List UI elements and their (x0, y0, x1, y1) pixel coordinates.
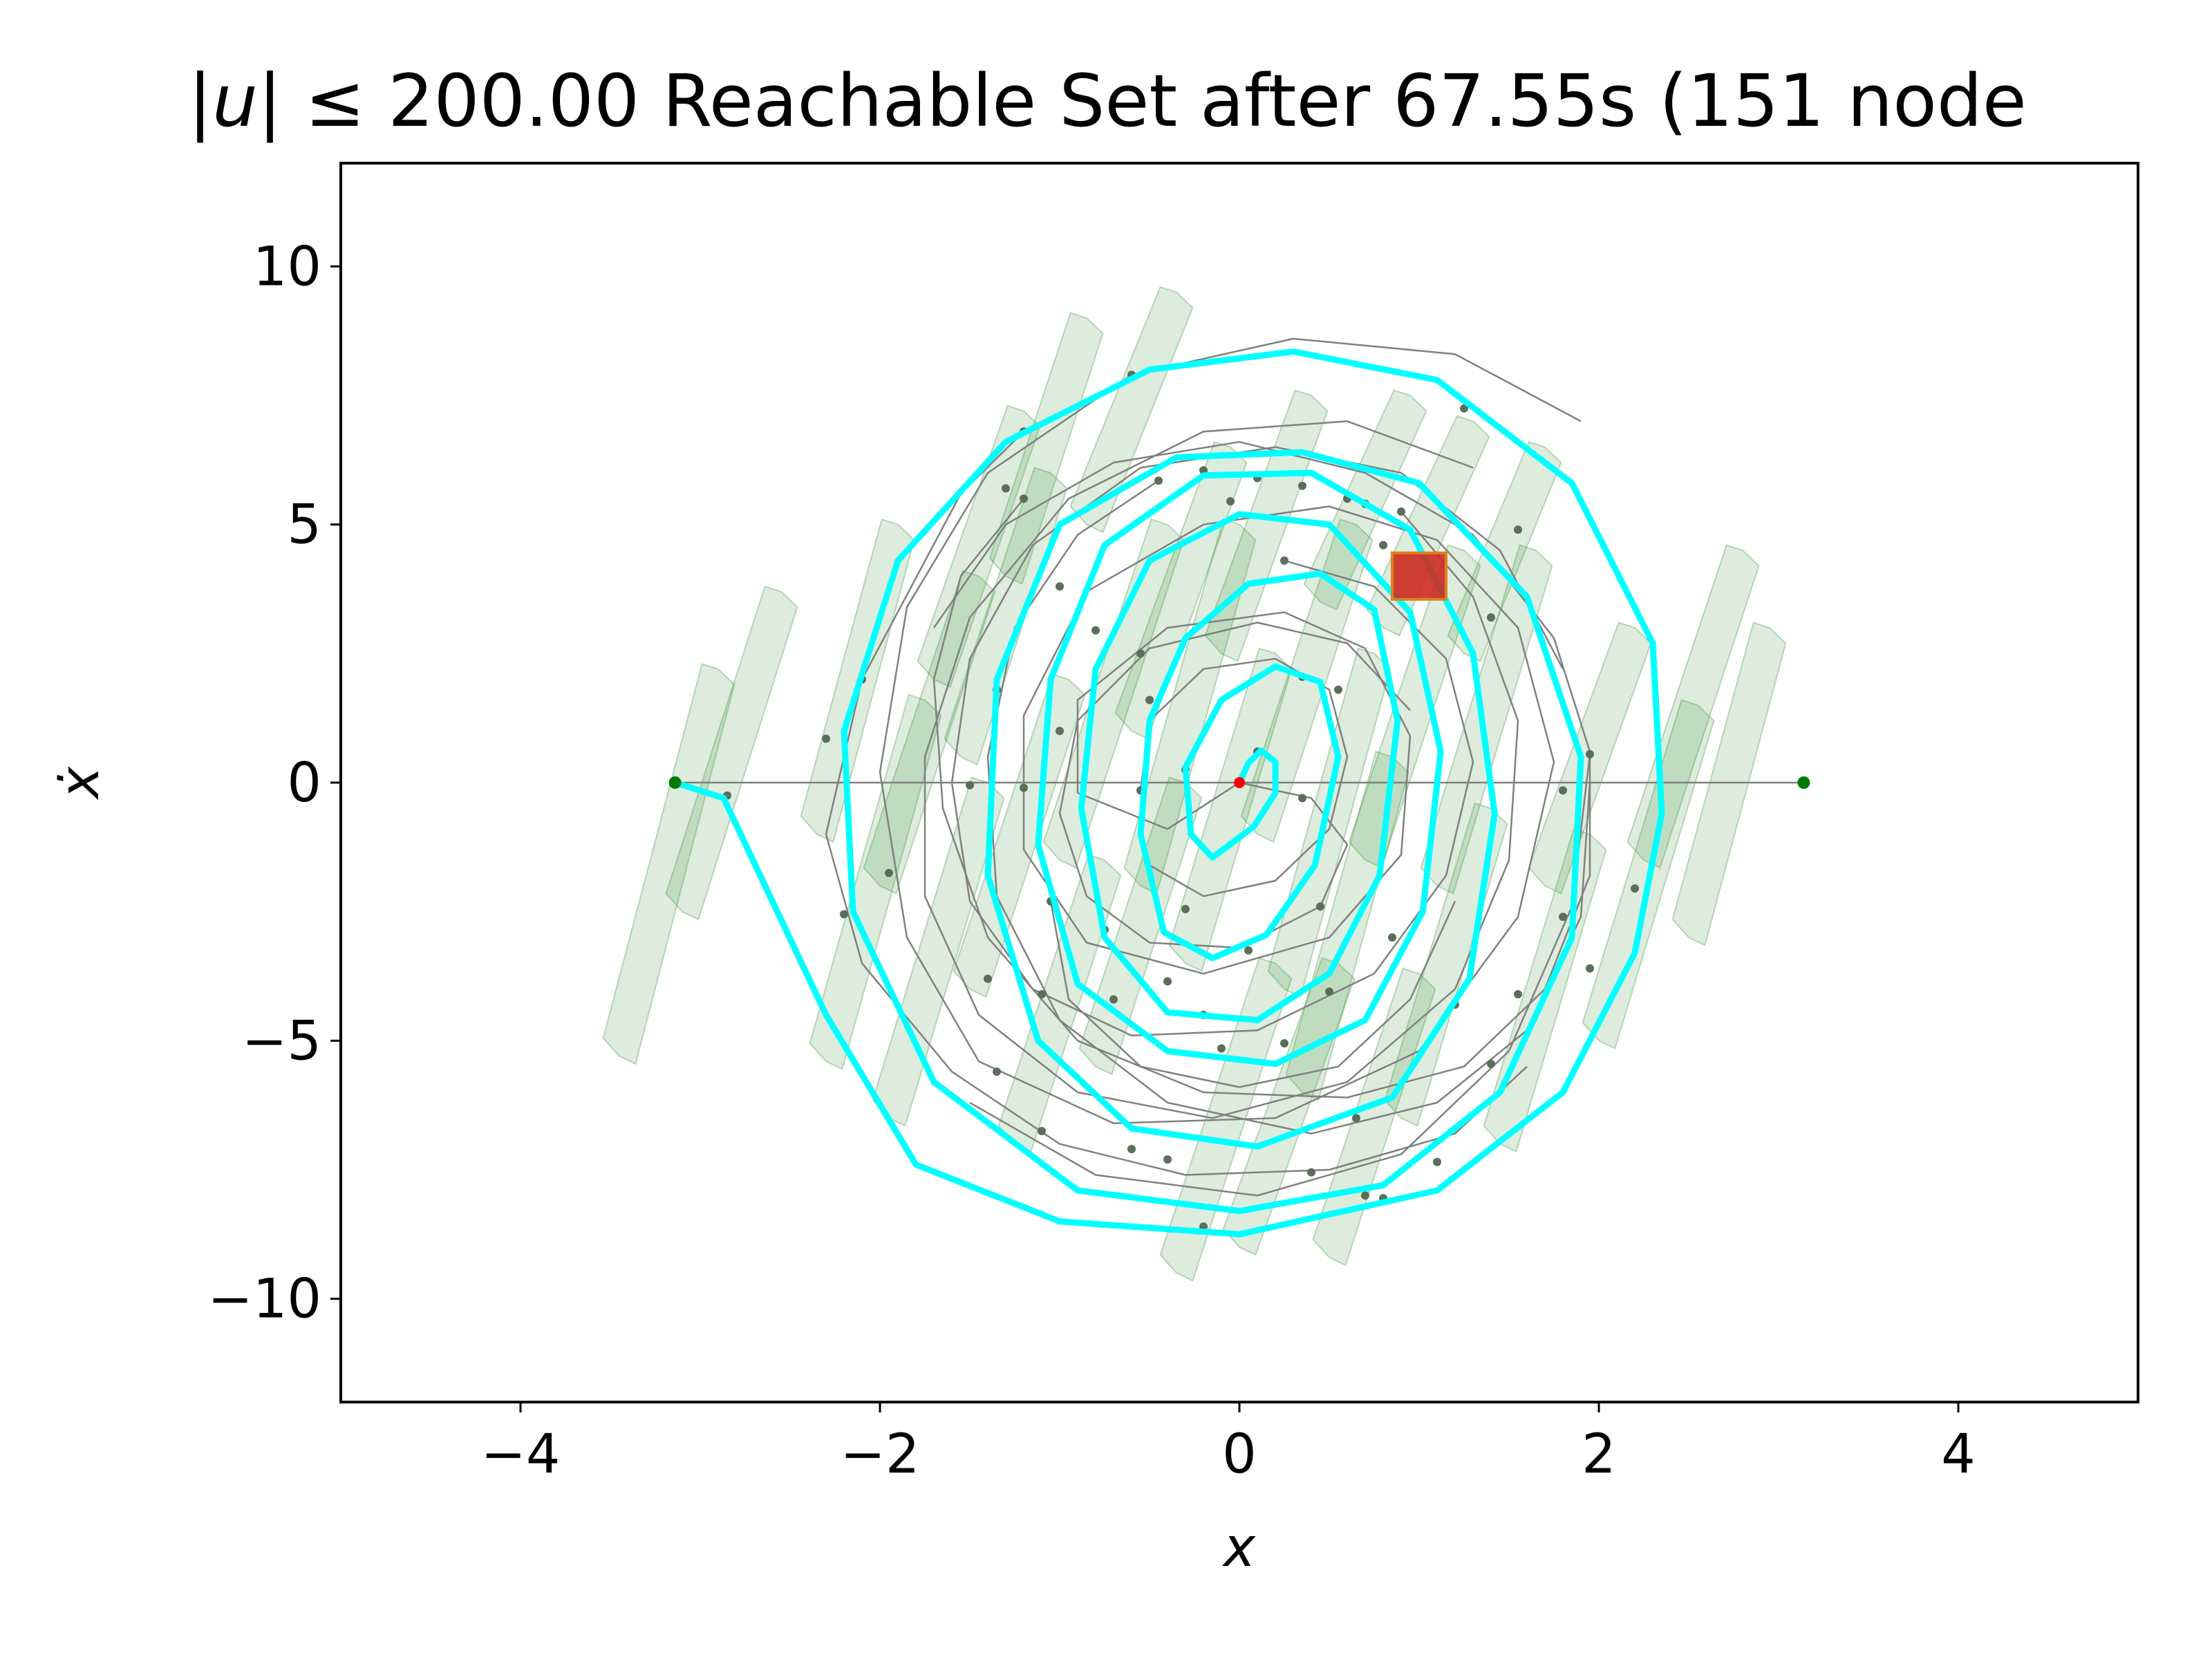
tree-node (1002, 484, 1010, 493)
tree-node (1136, 649, 1145, 658)
obstacle (1391, 551, 1447, 601)
reachable-set-polygon (602, 663, 735, 1065)
tree-node (1307, 1168, 1315, 1177)
tree-node (1361, 1191, 1369, 1200)
reachable-set-polygon (1671, 622, 1787, 946)
tree-trajectory (1049, 901, 1456, 1088)
tree-node (1379, 541, 1387, 550)
tree-node (1586, 964, 1594, 973)
tree-node (1298, 794, 1306, 803)
reachable-set-polygon (953, 673, 1086, 998)
tree-node (1038, 990, 1046, 999)
x-tick-label: −4 (481, 1423, 561, 1486)
tree-trajectory (1139, 657, 1349, 897)
x-tick-label: 4 (1941, 1423, 1976, 1486)
plot-area (602, 286, 1810, 1282)
title-rest: ≤ 200.00 Reachable Set after 67.55s (151… (282, 59, 2027, 143)
reachable-set-polygon (665, 586, 798, 921)
tree-node (885, 868, 893, 877)
tree-node (1487, 1059, 1495, 1068)
y-axis-label: ẋ (49, 766, 111, 801)
reachable-set-polygon (809, 693, 942, 1070)
tree-node (1316, 902, 1324, 911)
tree-trajectory (924, 420, 1519, 1119)
tree-node (1127, 1145, 1136, 1154)
x-tick-label: 0 (1222, 1423, 1257, 1486)
tree-node (1020, 494, 1028, 503)
tree-node (1163, 977, 1172, 986)
tree-node (1586, 749, 1594, 758)
reachable-set-polygon (1168, 647, 1293, 972)
tree-node (1460, 404, 1468, 413)
tree-node (1631, 884, 1639, 893)
tree-node (1020, 783, 1028, 792)
tree-trajectory (879, 337, 1582, 1125)
x-tick-label: 2 (1582, 1423, 1616, 1486)
tree-node (840, 910, 848, 919)
tree-node (1559, 913, 1567, 922)
goal-point (668, 776, 682, 789)
y-tick-label: 0 (287, 752, 321, 814)
reachable-set-polygon (1222, 957, 1356, 1256)
tree-node (1352, 1114, 1360, 1123)
tree-node (966, 781, 974, 790)
chart-title: |u| ≤ 200.00 Reachable Set after 67.55s … (188, 59, 2027, 143)
tree-node (1145, 695, 1154, 704)
tree-node (1397, 507, 1405, 516)
tree-node (1217, 1044, 1226, 1053)
reachable-set-polygon (988, 312, 1104, 585)
x-axis: −4 −2 0 2 4 (481, 1402, 1976, 1486)
y-tick-label: −5 (242, 1010, 321, 1072)
tree-node (1154, 476, 1163, 485)
tree-node (1244, 946, 1253, 955)
tree-node (1226, 497, 1235, 506)
x-axis-label: x (1221, 1517, 1256, 1579)
tree-node (1091, 626, 1100, 635)
reachable-set-polygon (1069, 286, 1194, 534)
title-abs-open: | (188, 59, 212, 143)
tree-node (984, 974, 992, 983)
tree-node (1514, 990, 1522, 999)
tree-node (1280, 556, 1288, 565)
tree-node (1514, 525, 1522, 534)
reachable-set-polygon (917, 404, 1041, 689)
reachable-set-polygon (1042, 518, 1185, 869)
tree-trajectory (1058, 622, 1411, 949)
tree-node (1163, 1155, 1172, 1164)
tree-node (1334, 685, 1342, 694)
x-tick-label: −2 (841, 1423, 920, 1486)
tree-node (1433, 1157, 1441, 1166)
tree-node (1325, 987, 1333, 996)
tree-node (1559, 786, 1567, 795)
reachable-set-polygon (863, 570, 996, 895)
tree-node (1181, 904, 1190, 913)
title-abs-close: | (258, 59, 282, 143)
tree-node (1280, 1039, 1288, 1048)
y-tick-label: −10 (207, 1269, 321, 1331)
tree-node (822, 734, 830, 743)
tree-node (993, 1067, 1001, 1076)
solution-path (672, 348, 1665, 1238)
tree-node (1056, 582, 1064, 591)
tree-node (1038, 1127, 1046, 1135)
tree-node (1487, 613, 1495, 622)
goal-point (1797, 776, 1810, 789)
tree-node (1056, 727, 1064, 736)
tree-trajectory (825, 431, 1528, 1176)
y-axis: 10 5 0 −5 −10 (207, 236, 341, 1331)
y-tick-label: 5 (287, 494, 321, 557)
y-tick-label: 10 (253, 236, 321, 298)
tree-node (1388, 933, 1396, 942)
tree-node (1109, 995, 1118, 1004)
start-point (1234, 777, 1245, 788)
title-var: u (212, 59, 258, 143)
tree-node (1298, 481, 1306, 490)
